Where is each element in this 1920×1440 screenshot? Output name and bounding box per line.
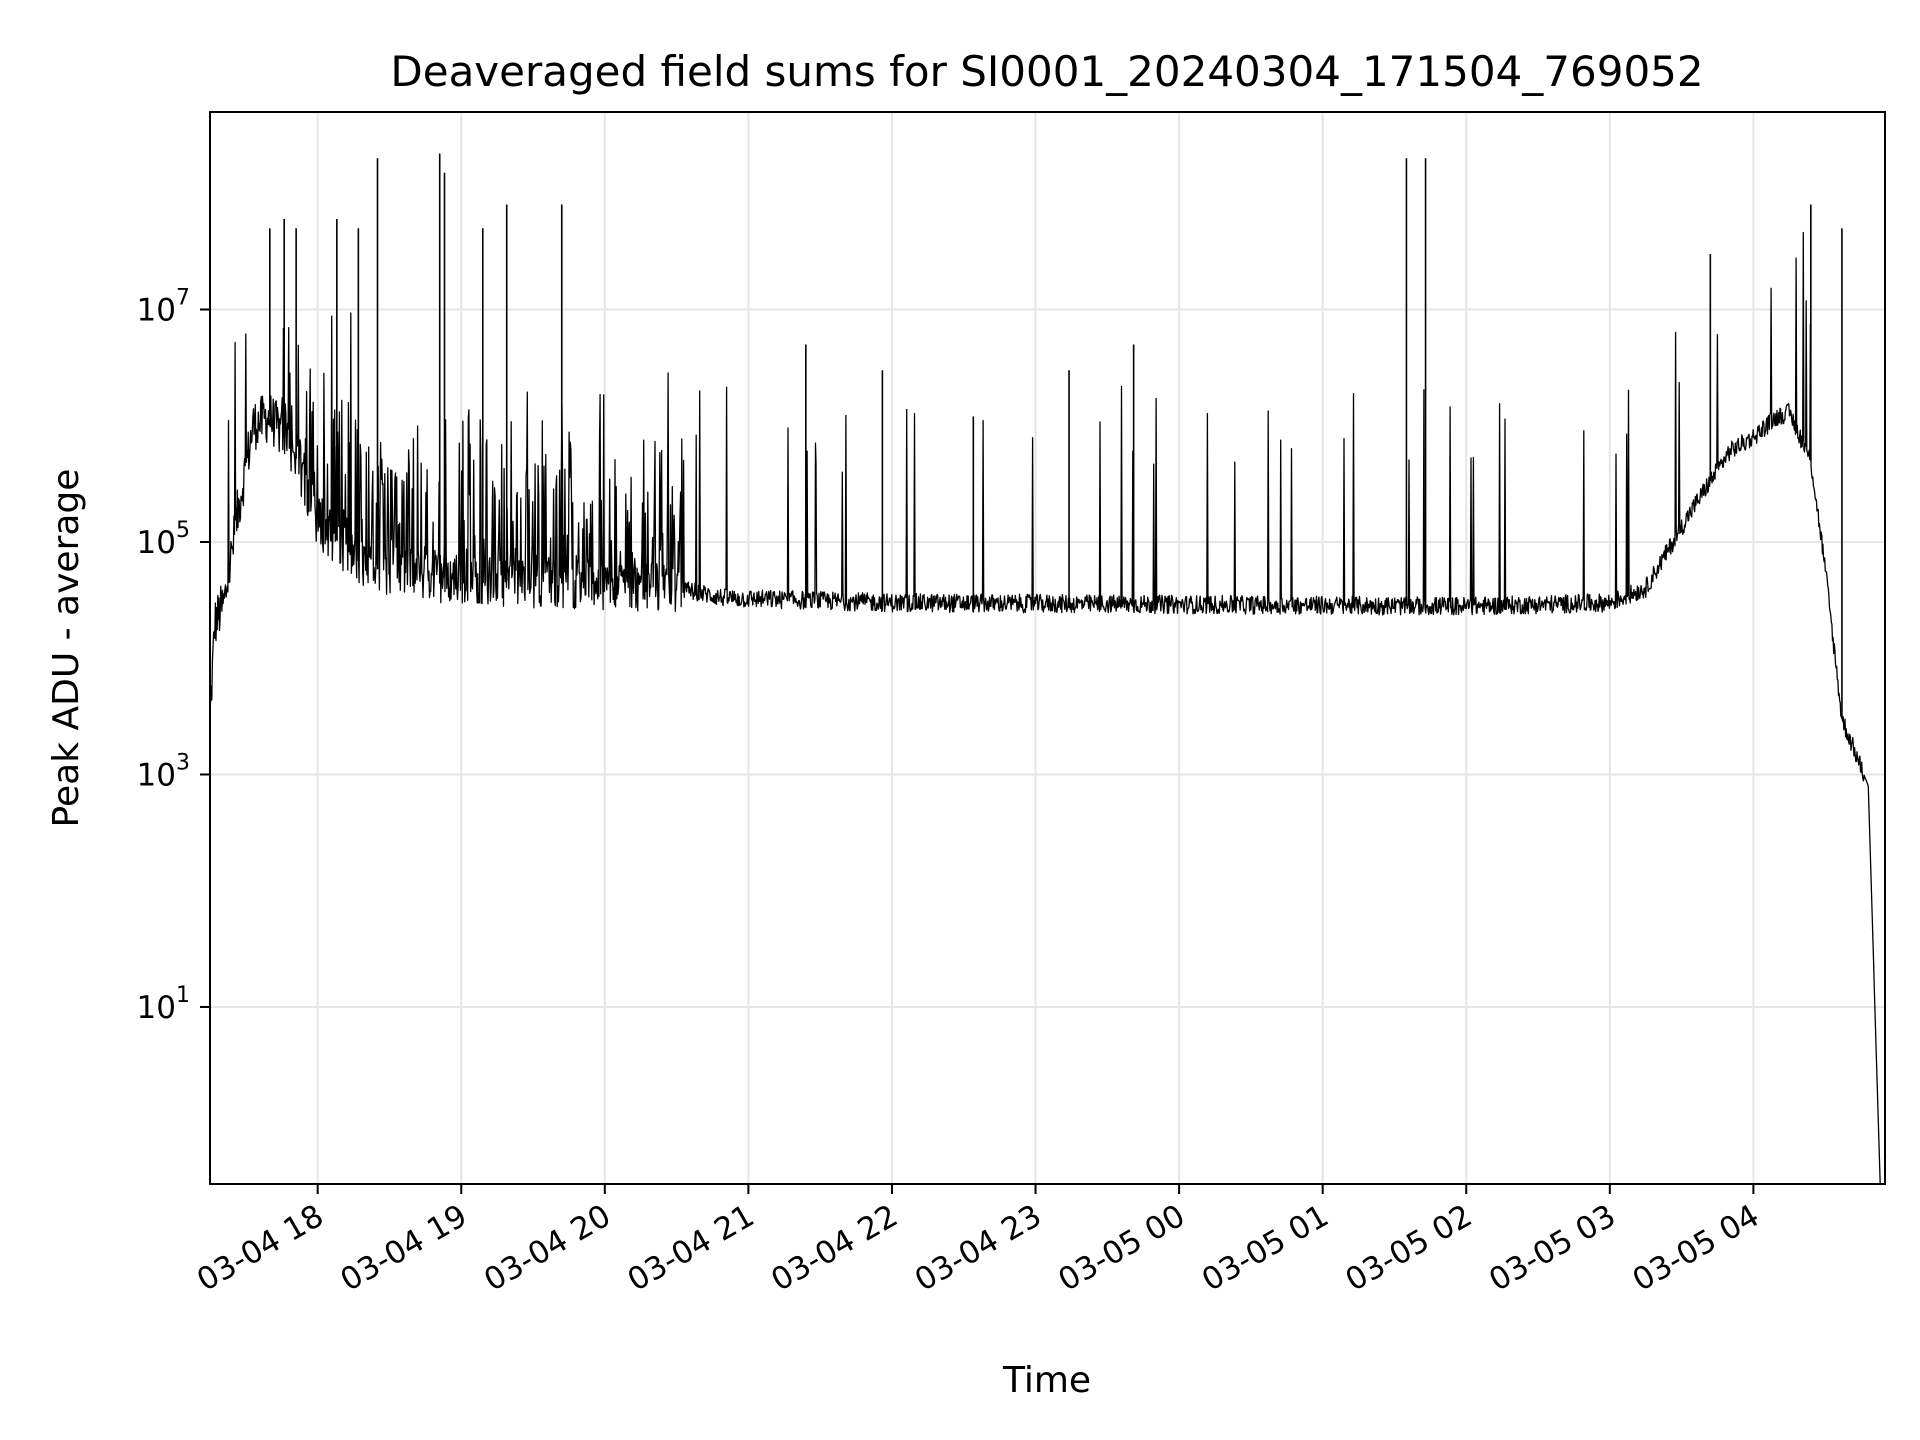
x-axis-label: Time bbox=[1002, 1360, 1091, 1401]
chart-title: Deaveraged field sums for SI0001_2024030… bbox=[390, 47, 1703, 96]
y-axis: 101 103 105 107 bbox=[137, 285, 210, 1026]
y-axis-label: Peak ADU - average bbox=[46, 469, 87, 828]
y-tick-label: 101 bbox=[137, 983, 190, 1026]
series-line bbox=[209, 153, 1881, 1185]
y-tick-label: 107 bbox=[137, 285, 190, 328]
y-tick-label: 105 bbox=[137, 518, 190, 561]
plot-frame bbox=[209, 111, 1886, 1185]
grid bbox=[210, 112, 1885, 1184]
y-tick-label: 103 bbox=[137, 750, 190, 793]
series-trace bbox=[209, 231, 1881, 1185]
